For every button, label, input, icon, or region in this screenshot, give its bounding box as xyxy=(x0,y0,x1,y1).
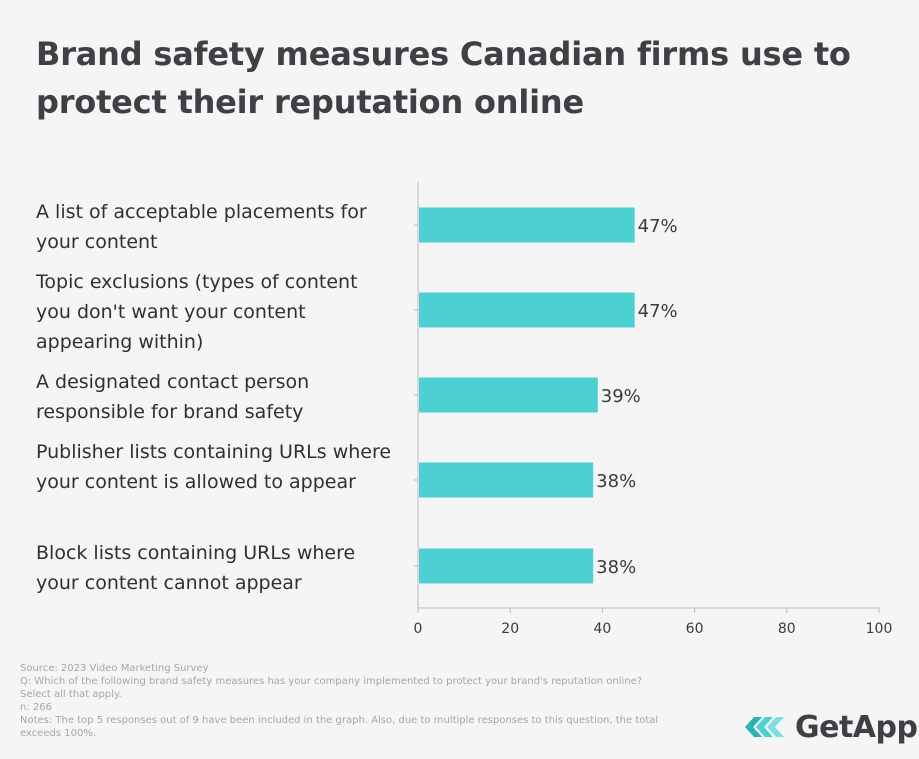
x-tick-label: 100 xyxy=(866,621,893,637)
bar-chart: 0 20 40 60 80 100 47% 47% 39% 38% 38% xyxy=(414,182,893,637)
getapp-logo: GetApp xyxy=(745,707,918,747)
bar-value-label: 39% xyxy=(601,386,641,407)
chart-footer: Source: 2023 Video Marketing Survey Q: W… xyxy=(20,662,700,740)
x-tick-label: 80 xyxy=(778,621,796,637)
logo-text: GetApp xyxy=(795,709,918,745)
bar xyxy=(419,207,635,243)
bar-value-label: 38% xyxy=(596,557,636,578)
category-label: Publisher lists containing URLs where yo… xyxy=(36,441,392,493)
question-note: Q: Which of the following brand safety m… xyxy=(20,676,643,687)
x-tick-label: 20 xyxy=(501,621,519,637)
notes-note: Notes: The top 5 responses out of 9 have… xyxy=(20,715,659,739)
bar xyxy=(419,462,594,498)
instruction-note: Select all that apply. xyxy=(20,689,122,700)
bar-value-label: 38% xyxy=(596,471,636,492)
x-tick-label: 0 xyxy=(414,621,423,637)
x-tick-label: 40 xyxy=(593,621,611,637)
bar-value-label: 47% xyxy=(638,216,678,237)
category-label: Block lists containing URLs where your c… xyxy=(36,542,356,594)
bar xyxy=(419,548,594,584)
bar-value-label: 47% xyxy=(638,301,678,322)
category-label: Topic exclusions (types of content you d… xyxy=(36,271,358,353)
category-label: A list of acceptable placements for your… xyxy=(36,201,367,253)
getapp-chevron-icon xyxy=(745,717,784,737)
chart-title: Brand safety measures Canadian firms use… xyxy=(36,35,851,121)
bar xyxy=(419,292,635,328)
sample-size-note: n: 266 xyxy=(20,702,52,713)
x-tick-label: 60 xyxy=(686,621,704,637)
category-label: A designated contact person responsible … xyxy=(36,371,310,423)
source-note: Source: 2023 Video Marketing Survey xyxy=(20,663,209,674)
bar xyxy=(419,377,598,413)
